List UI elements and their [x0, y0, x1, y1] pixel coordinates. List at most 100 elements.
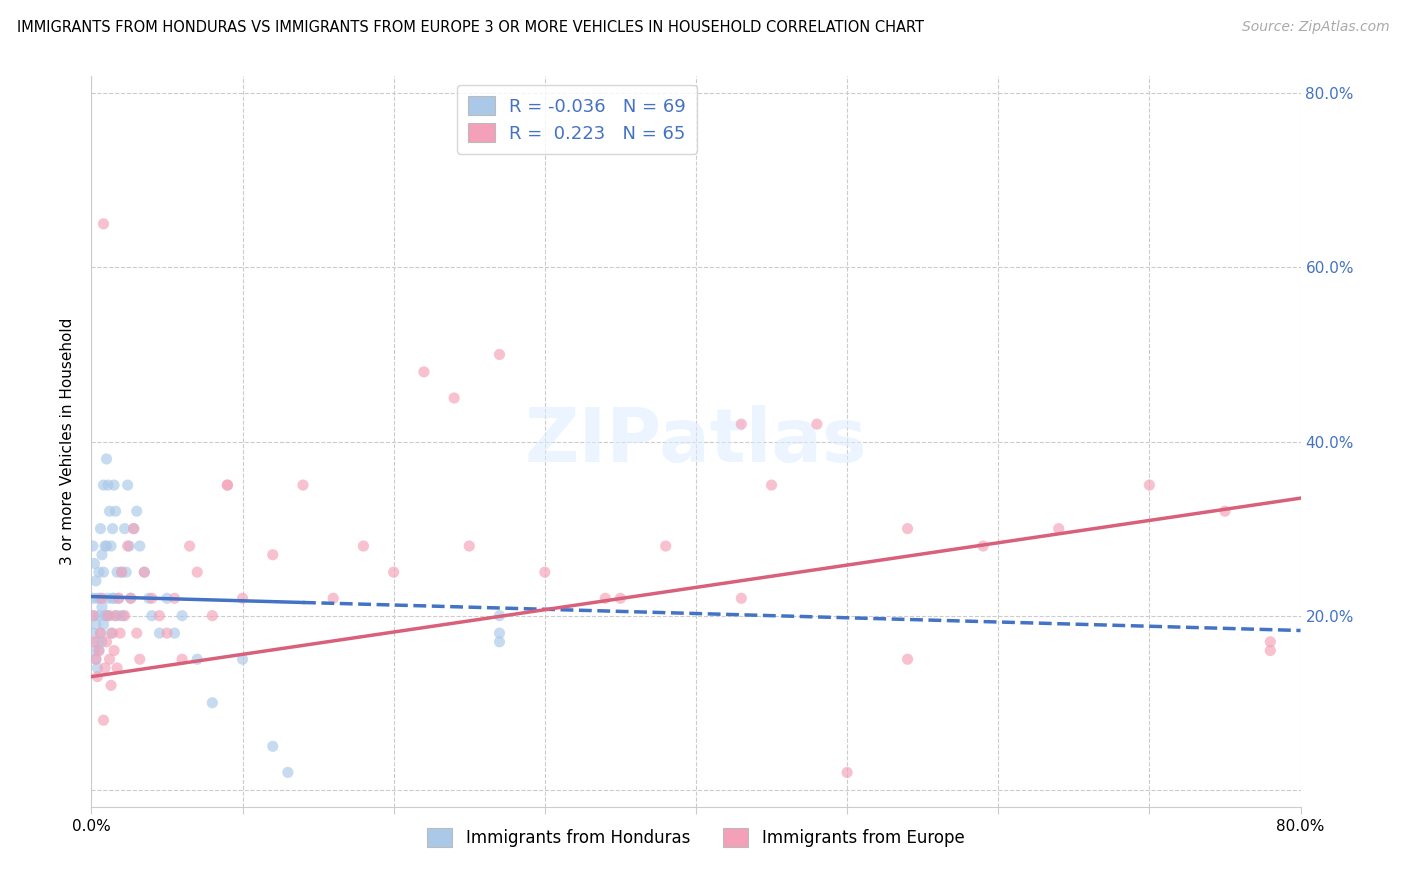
Point	[897, 522, 920, 536]
Point	[89, 591, 111, 606]
Point	[97, 478, 120, 492]
Point	[1213, 504, 1236, 518]
Point	[488, 608, 510, 623]
Point	[108, 626, 131, 640]
Point	[231, 591, 253, 606]
Point	[128, 539, 150, 553]
Point	[1139, 478, 1161, 492]
Point	[96, 539, 118, 553]
Point	[186, 652, 208, 666]
Point	[83, 635, 105, 649]
Point	[115, 565, 138, 579]
Point	[118, 539, 141, 553]
Point	[91, 635, 114, 649]
Point	[111, 565, 132, 579]
Point	[125, 626, 148, 640]
Point	[94, 661, 117, 675]
Point	[84, 617, 107, 632]
Point	[94, 539, 117, 553]
Point	[84, 652, 107, 666]
Point	[101, 591, 124, 606]
Point	[93, 478, 115, 492]
Point	[186, 565, 208, 579]
Point	[897, 652, 920, 666]
Point	[83, 608, 105, 623]
Point	[172, 652, 194, 666]
Point	[84, 574, 107, 588]
Point	[83, 643, 105, 657]
Point	[100, 678, 122, 692]
Point	[201, 608, 224, 623]
Point	[91, 591, 114, 606]
Point	[128, 652, 150, 666]
Point	[87, 608, 110, 623]
Point	[107, 591, 129, 606]
Text: ZIPatlas: ZIPatlas	[524, 405, 868, 478]
Point	[103, 478, 125, 492]
Point	[94, 608, 117, 623]
Point	[82, 591, 104, 606]
Point	[98, 652, 121, 666]
Point	[91, 599, 114, 614]
Point	[138, 591, 160, 606]
Point	[217, 478, 239, 492]
Point	[413, 365, 436, 379]
Point	[806, 417, 828, 431]
Point	[93, 713, 115, 727]
Point	[96, 635, 118, 649]
Point	[120, 591, 142, 606]
Point	[654, 539, 676, 553]
Point	[84, 652, 107, 666]
Point	[83, 557, 105, 571]
Point	[352, 539, 374, 553]
Point	[277, 765, 299, 780]
Point	[141, 608, 163, 623]
Point	[972, 539, 994, 553]
Point	[609, 591, 631, 606]
Point	[488, 635, 510, 649]
Point	[86, 661, 108, 675]
Point	[148, 608, 170, 623]
Point	[1260, 635, 1282, 649]
Point	[105, 661, 128, 675]
Point	[87, 643, 110, 657]
Point	[125, 504, 148, 518]
Point	[134, 565, 156, 579]
Point	[458, 539, 481, 553]
Point	[101, 626, 124, 640]
Point	[104, 608, 127, 623]
Point	[89, 522, 111, 536]
Y-axis label: 3 or more Vehicles in Household: 3 or more Vehicles in Household	[60, 318, 76, 566]
Point	[103, 591, 125, 606]
Point	[1047, 522, 1070, 536]
Point	[292, 478, 315, 492]
Point	[93, 565, 115, 579]
Point	[104, 608, 127, 623]
Point	[114, 522, 136, 536]
Text: Source: ZipAtlas.com: Source: ZipAtlas.com	[1241, 20, 1389, 34]
Point	[87, 565, 110, 579]
Point	[730, 417, 752, 431]
Point	[262, 739, 284, 754]
Point	[156, 591, 179, 606]
Point	[134, 565, 156, 579]
Point	[91, 548, 114, 562]
Point	[93, 217, 115, 231]
Point	[443, 391, 465, 405]
Point	[96, 608, 118, 623]
Point	[120, 591, 142, 606]
Point	[122, 522, 145, 536]
Point	[172, 608, 194, 623]
Point	[93, 617, 115, 632]
Point	[163, 626, 186, 640]
Point	[98, 504, 121, 518]
Point	[89, 626, 111, 640]
Point	[179, 539, 201, 553]
Point	[82, 626, 104, 640]
Point	[163, 591, 186, 606]
Point	[595, 591, 617, 606]
Point	[114, 608, 136, 623]
Point	[96, 452, 118, 467]
Point	[108, 608, 131, 623]
Point	[89, 626, 111, 640]
